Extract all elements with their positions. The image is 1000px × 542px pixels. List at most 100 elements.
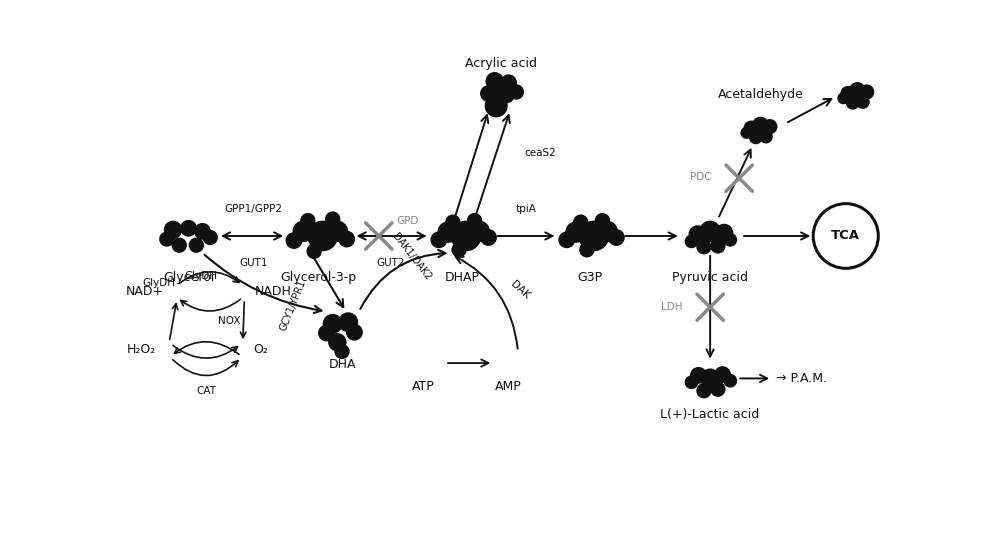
Circle shape	[850, 83, 865, 98]
Text: H₂O₂: H₂O₂	[127, 344, 156, 357]
Circle shape	[160, 232, 174, 246]
Circle shape	[481, 86, 496, 101]
Text: GlyDH: GlyDH	[142, 279, 175, 288]
Circle shape	[468, 214, 482, 228]
Text: TCA: TCA	[831, 229, 860, 242]
Circle shape	[685, 376, 698, 389]
Circle shape	[329, 334, 346, 351]
Text: GUT1: GUT1	[239, 257, 268, 268]
Text: Glycerol-3-p: Glycerol-3-p	[281, 270, 357, 283]
Circle shape	[847, 96, 859, 109]
Circle shape	[189, 238, 203, 252]
Text: Glycerol: Glycerol	[163, 270, 214, 283]
Text: ATP: ATP	[412, 380, 435, 393]
Text: Acrylic acid: Acrylic acid	[465, 57, 537, 70]
Circle shape	[595, 214, 609, 228]
Text: DHAP: DHAP	[445, 270, 480, 283]
Text: DAK1/DAK2: DAK1/DAK2	[390, 231, 433, 282]
Circle shape	[308, 221, 337, 250]
Circle shape	[195, 224, 210, 239]
Circle shape	[469, 221, 489, 241]
Circle shape	[486, 73, 503, 89]
Text: G3P: G3P	[577, 270, 603, 283]
Circle shape	[744, 121, 758, 135]
Circle shape	[753, 118, 768, 133]
Circle shape	[165, 221, 182, 238]
Circle shape	[685, 235, 698, 248]
Circle shape	[438, 222, 458, 242]
Circle shape	[697, 240, 711, 254]
Circle shape	[559, 232, 574, 248]
Circle shape	[838, 93, 849, 104]
Circle shape	[711, 239, 725, 253]
Circle shape	[452, 243, 466, 257]
Text: tpiA: tpiA	[516, 204, 536, 215]
Circle shape	[741, 127, 752, 138]
Circle shape	[701, 369, 719, 388]
Circle shape	[496, 85, 515, 103]
Circle shape	[715, 367, 730, 382]
Circle shape	[347, 325, 362, 340]
Text: GCY1/YPR1: GCY1/YPR1	[278, 279, 308, 332]
Circle shape	[724, 234, 736, 246]
Text: LDH: LDH	[662, 302, 683, 312]
Text: NAD+: NAD+	[126, 285, 164, 298]
Circle shape	[323, 314, 342, 333]
Circle shape	[431, 232, 447, 248]
Circle shape	[609, 230, 624, 245]
Circle shape	[716, 224, 733, 241]
Text: → P.A.M.: → P.A.M.	[776, 372, 827, 385]
Circle shape	[319, 325, 334, 341]
Circle shape	[860, 85, 874, 99]
Circle shape	[501, 75, 516, 91]
Text: GUT2: GUT2	[376, 257, 405, 268]
Text: Acetaldehyde: Acetaldehyde	[718, 88, 803, 101]
Circle shape	[711, 382, 725, 396]
Circle shape	[307, 244, 321, 259]
Circle shape	[286, 233, 302, 248]
Circle shape	[301, 214, 315, 228]
Circle shape	[700, 221, 720, 241]
Circle shape	[485, 95, 507, 117]
Text: DHA: DHA	[328, 358, 356, 371]
Circle shape	[339, 313, 358, 332]
Circle shape	[691, 367, 706, 383]
Text: Pyruvic acid: Pyruvic acid	[672, 270, 748, 283]
Circle shape	[481, 230, 496, 245]
Circle shape	[446, 215, 460, 229]
Circle shape	[326, 212, 340, 226]
Text: AMP: AMP	[495, 380, 522, 393]
Circle shape	[574, 215, 588, 229]
Circle shape	[857, 96, 869, 108]
Circle shape	[724, 375, 736, 387]
Circle shape	[697, 384, 711, 398]
Circle shape	[763, 120, 777, 133]
Text: NOX: NOX	[218, 315, 241, 326]
Circle shape	[760, 131, 772, 143]
Text: ceaS2: ceaS2	[524, 148, 556, 158]
Text: PDC: PDC	[690, 172, 712, 182]
Circle shape	[689, 226, 706, 243]
Circle shape	[172, 238, 186, 252]
Circle shape	[509, 85, 523, 99]
Circle shape	[327, 221, 347, 241]
Text: GPP1/GPP2: GPP1/GPP2	[225, 204, 283, 215]
Text: GlyDH: GlyDH	[185, 270, 218, 281]
Circle shape	[579, 221, 609, 250]
Circle shape	[451, 221, 481, 250]
Circle shape	[203, 230, 217, 244]
Text: O₂: O₂	[253, 344, 268, 357]
Text: GPD: GPD	[397, 216, 419, 225]
Text: DAK: DAK	[509, 280, 531, 301]
Text: L(+)-Lactic acid: L(+)-Lactic acid	[660, 408, 760, 421]
Circle shape	[181, 221, 196, 236]
Circle shape	[580, 243, 594, 257]
Circle shape	[339, 231, 354, 247]
Circle shape	[566, 222, 586, 242]
Circle shape	[750, 131, 762, 144]
Circle shape	[841, 87, 855, 100]
Circle shape	[597, 221, 617, 241]
Text: NADH: NADH	[254, 285, 291, 298]
Circle shape	[293, 221, 313, 241]
Text: CAT: CAT	[196, 386, 216, 396]
